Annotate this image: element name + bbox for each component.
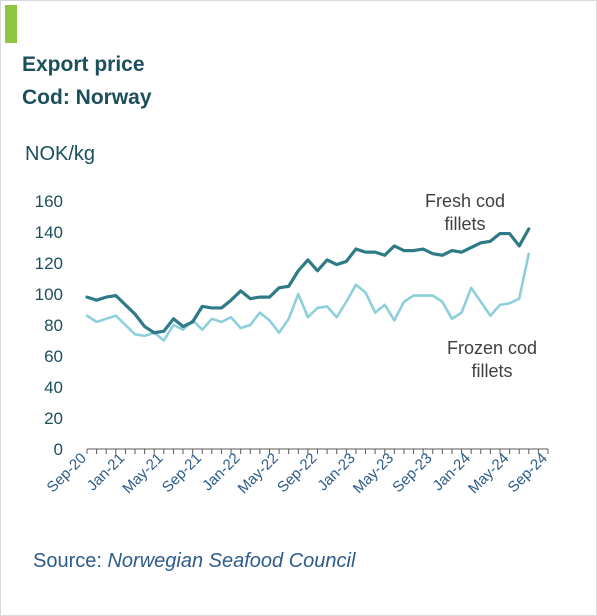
x-tick-label: Sep-23	[389, 450, 435, 496]
y-tick-label: 20	[44, 409, 63, 428]
fresh-cod-label: Fresh cod fillets	[425, 191, 505, 234]
y-tick-label: 0	[54, 440, 63, 459]
chart-title: Export price	[22, 53, 145, 76]
fresh-cod-line	[85, 227, 531, 335]
source-label: Source:	[33, 550, 108, 572]
source-note: Source: Norwegian Seafood Council	[33, 550, 355, 573]
chart-subtitle: Cod: Norway	[22, 86, 152, 109]
unit-label: NOK/kg	[25, 143, 96, 165]
y-axis: 0 20 40 60 80 100 120 140 160	[35, 192, 63, 459]
y-tick-label: 40	[44, 378, 63, 397]
series-labels: Fresh cod fillets Frozen cod fillets	[425, 191, 537, 381]
x-axis: Sep-20Jan-21May-21Sep-21Jan-22May-22Sep-…	[44, 448, 551, 497]
y-tick-label: 60	[44, 347, 63, 366]
x-tick-label: May-21	[119, 450, 166, 497]
x-tick-label: Sep-24	[505, 450, 551, 496]
series-layer	[85, 227, 531, 342]
x-tick-label: Sep-21	[159, 450, 205, 496]
frozen-cod-line	[85, 252, 531, 342]
x-tick-label: Sep-22	[274, 450, 320, 496]
frozen-cod-label: Frozen cod fillets	[447, 338, 537, 381]
x-tick-label: Sep-20	[44, 450, 90, 496]
y-tick-label: 100	[35, 285, 63, 304]
y-tick-label: 160	[35, 192, 63, 211]
y-tick-label: 120	[35, 254, 63, 273]
x-tick-label: May-24	[465, 450, 512, 497]
y-tick-label: 80	[44, 316, 63, 335]
x-tick-label: May-23	[350, 450, 397, 497]
accent-bar	[5, 5, 17, 43]
x-tick-label: May-22	[235, 450, 282, 497]
source-name: Norwegian Seafood Council	[107, 550, 356, 572]
line-chart: 0 20 40 60 80 100 120 140 160 Sep-20Jan-21May-21…	[35, 191, 551, 497]
y-tick-label: 140	[35, 223, 63, 242]
